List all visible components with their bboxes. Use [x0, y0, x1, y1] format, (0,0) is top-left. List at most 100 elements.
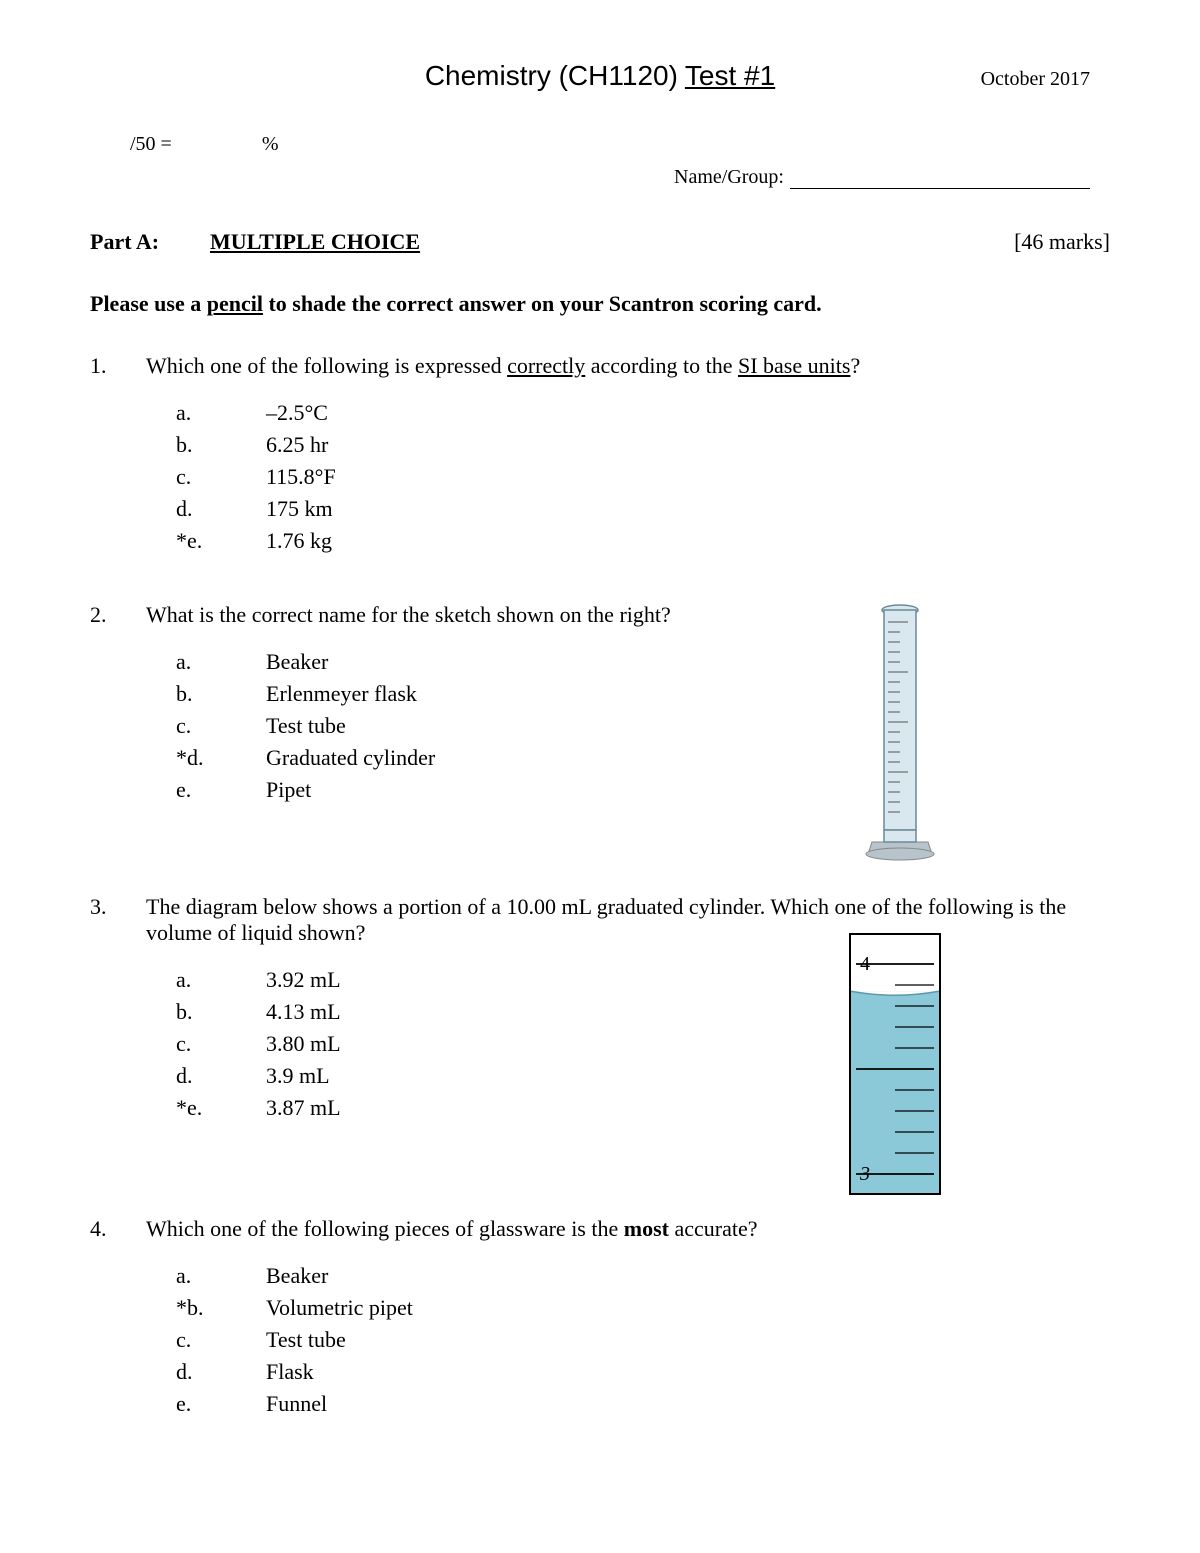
- part-marks: [46 marks]: [1014, 229, 1110, 255]
- test-date: October 2017: [981, 68, 1090, 91]
- part-label: Part A:: [90, 229, 210, 255]
- option-letter: c.: [176, 461, 266, 493]
- option-text: Flask: [266, 1356, 1110, 1388]
- question-text-span: accurate?: [669, 1216, 758, 1241]
- option-text: Test tube: [266, 710, 1110, 742]
- question-text-span: correctly: [507, 353, 585, 378]
- svg-text:4: 4: [860, 953, 870, 975]
- option[interactable]: *b.Volumetric pipet: [176, 1292, 1110, 1324]
- option[interactable]: *e.3.87 mL: [176, 1092, 1110, 1124]
- option[interactable]: b.Erlenmeyer flask: [176, 678, 1110, 710]
- question-text: Which one of the following pieces of gla…: [146, 1216, 1110, 1242]
- option[interactable]: b.6.25 hr: [176, 429, 1110, 461]
- option-text: Volumetric pipet: [266, 1292, 1110, 1324]
- question-body: What is the correct name for the sketch …: [146, 602, 1110, 882]
- course-title: Chemistry (CH1120): [425, 60, 678, 91]
- option-letter: a.: [176, 1260, 266, 1292]
- option-text: 3.9 mL: [266, 1060, 1110, 1092]
- option[interactable]: a.Beaker: [176, 1260, 1110, 1292]
- option-letter: c.: [176, 710, 266, 742]
- option-text: Erlenmeyer flask: [266, 678, 1110, 710]
- question-text: The diagram below shows a portion of a 1…: [146, 894, 1110, 946]
- option-list: a.Beakerb.Erlenmeyer flaskc.Test tube*d.…: [176, 646, 1110, 805]
- part-header: Part A: MULTIPLE CHOICE [46 marks]: [90, 229, 1110, 255]
- option-letter: *b.: [176, 1292, 266, 1324]
- instruction-pre: Please use a: [90, 291, 207, 316]
- option[interactable]: a.3.92 mL: [176, 964, 1110, 996]
- questions-list: 1.Which one of the following is expresse…: [90, 353, 1110, 1454]
- question-text-span: ?: [850, 353, 860, 378]
- name-label: Name/Group:: [674, 166, 784, 189]
- option[interactable]: a.Beaker: [176, 646, 1110, 678]
- question-text-span: What is the correct name for the sketch …: [146, 602, 671, 627]
- option-letter: d.: [176, 1060, 266, 1092]
- option-letter: a.: [176, 397, 266, 429]
- option-text: –2.5°C: [266, 397, 1110, 429]
- question-number: 2.: [90, 602, 146, 882]
- instruction-underline: pencil: [207, 291, 263, 316]
- score-prefix: /50 =: [130, 133, 172, 155]
- question-body: The diagram below shows a portion of a 1…: [146, 894, 1110, 1204]
- question-body: Which one of the following pieces of gla…: [146, 1216, 1110, 1453]
- option[interactable]: c.Test tube: [176, 1324, 1110, 1356]
- option[interactable]: d.Flask: [176, 1356, 1110, 1388]
- option-letter: *e.: [176, 1092, 266, 1124]
- question: 1.Which one of the following is expresse…: [90, 353, 1110, 590]
- option[interactable]: d.175 km: [176, 493, 1110, 525]
- option-letter: b.: [176, 429, 266, 461]
- title-block: Chemistry (CH1120) Test #1: [90, 60, 1110, 93]
- option-text: 3.80 mL: [266, 1028, 1110, 1060]
- option[interactable]: *d.Graduated cylinder: [176, 742, 1110, 774]
- question: 4.Which one of the following pieces of g…: [90, 1216, 1110, 1453]
- option[interactable]: a.–2.5°C: [176, 397, 1110, 429]
- option-text: Funnel: [266, 1388, 1110, 1420]
- instruction: Please use a pencil to shade the correct…: [90, 291, 1110, 317]
- option-text: Graduated cylinder: [266, 742, 1110, 774]
- option[interactable]: c.115.8°F: [176, 461, 1110, 493]
- option-text: 175 km: [266, 493, 1110, 525]
- option-text: 1.76 kg: [266, 525, 1110, 557]
- option-text: 4.13 mL: [266, 996, 1110, 1028]
- option-list: a.–2.5°Cb.6.25 hrc.115.8°Fd.175 km*e.1.7…: [176, 397, 1110, 556]
- option-letter: c.: [176, 1324, 266, 1356]
- option-letter: *e.: [176, 525, 266, 557]
- question-text-span: Which one of the following pieces of gla…: [146, 1216, 624, 1241]
- option-letter: d.: [176, 1356, 266, 1388]
- option-text: Beaker: [266, 1260, 1110, 1292]
- svg-text:3: 3: [859, 1163, 870, 1185]
- option[interactable]: e.Funnel: [176, 1388, 1110, 1420]
- name-row: Name/Group:: [90, 166, 1090, 189]
- question: 2.What is the correct name for the sketc…: [90, 602, 1110, 882]
- question-text: What is the correct name for the sketch …: [146, 602, 1110, 628]
- question: 3.The diagram below shows a portion of a…: [90, 894, 1110, 1204]
- name-input-line[interactable]: [790, 166, 1090, 189]
- option-letter: a.: [176, 646, 266, 678]
- question-text-span: SI base units: [738, 353, 850, 378]
- option[interactable]: e.Pipet: [176, 774, 1110, 806]
- option-list: a.Beaker*b.Volumetric pipetc.Test tubed.…: [176, 1260, 1110, 1419]
- score-suffix: %: [262, 133, 279, 155]
- cylinder-reading-diagram: 4 3: [820, 924, 960, 1214]
- option-letter: a.: [176, 964, 266, 996]
- option-text: Beaker: [266, 646, 1110, 678]
- question-text: Which one of the following is expressed …: [146, 353, 1110, 379]
- option-text: 6.25 hr: [266, 429, 1110, 461]
- option-text: Pipet: [266, 774, 1110, 806]
- option-letter: d.: [176, 493, 266, 525]
- option[interactable]: c.Test tube: [176, 710, 1110, 742]
- option[interactable]: c.3.80 mL: [176, 1028, 1110, 1060]
- score-row: /50 = %: [130, 133, 1110, 156]
- question-number: 1.: [90, 353, 146, 590]
- question-text-span: most: [624, 1216, 669, 1241]
- question-text-span: according to the: [585, 353, 738, 378]
- option-text: 3.87 mL: [266, 1092, 1110, 1124]
- graduated-cylinder-icon: [860, 602, 940, 862]
- option-letter: b.: [176, 678, 266, 710]
- question-text-span: Which one of the following is expressed: [146, 353, 507, 378]
- option[interactable]: b.4.13 mL: [176, 996, 1110, 1028]
- question-body: Which one of the following is expressed …: [146, 353, 1110, 590]
- option-letter: b.: [176, 996, 266, 1028]
- option[interactable]: *e.1.76 kg: [176, 525, 1110, 557]
- option[interactable]: d.3.9 mL: [176, 1060, 1110, 1092]
- header: Chemistry (CH1120) Test #1 October 2017: [90, 60, 1110, 93]
